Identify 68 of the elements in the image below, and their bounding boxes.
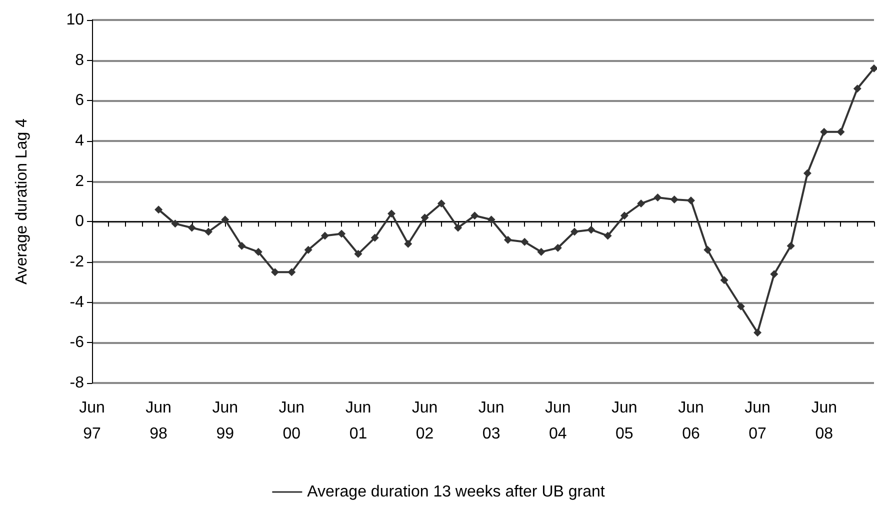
y-tick-label: 4 — [75, 132, 84, 150]
point — [487, 216, 496, 224]
point — [470, 212, 479, 220]
point — [654, 193, 662, 202]
point — [338, 230, 346, 238]
point — [454, 224, 462, 232]
point — [404, 240, 412, 248]
point — [271, 268, 280, 276]
legend-label: Average duration 13 weeks after UB grant — [307, 484, 606, 500]
y-tick-label: 8 — [75, 52, 84, 69]
y-tick-label: 10 — [66, 12, 84, 28]
point — [720, 276, 728, 284]
x-tick-label: Jun 04 — [544, 400, 571, 442]
point — [786, 242, 795, 250]
y-tick-label: 6 — [75, 92, 84, 110]
point — [437, 200, 446, 208]
point — [554, 244, 562, 252]
point — [736, 302, 745, 310]
point — [704, 246, 712, 254]
point — [770, 270, 778, 278]
point — [820, 128, 828, 136]
point — [604, 232, 612, 240]
point — [520, 238, 529, 246]
y-tick-label: 2 — [75, 172, 84, 190]
point — [754, 328, 762, 337]
x-tick-label: Jun 07 — [744, 400, 770, 442]
y-tick-label: -2 — [70, 254, 84, 270]
point — [254, 248, 262, 256]
y-tick-label: -4 — [70, 294, 84, 311]
point — [570, 228, 579, 236]
point — [320, 232, 329, 240]
point — [420, 214, 429, 222]
x-tick-label: Jun 01 — [345, 400, 372, 442]
point — [221, 216, 230, 224]
point — [188, 224, 196, 232]
point — [620, 212, 628, 220]
x-tick-label: Jun 97 — [79, 400, 105, 442]
point — [288, 268, 296, 276]
y-axis-title: Average duration Lag 4 — [14, 118, 30, 285]
point — [171, 220, 180, 228]
point — [304, 246, 312, 254]
point — [537, 248, 546, 256]
point — [853, 84, 862, 93]
x-tick-label: Jun 08 — [811, 400, 837, 442]
x-tick-label: Jun 02 — [412, 400, 438, 442]
point — [637, 200, 646, 208]
x-tick-label: Jun 98 — [146, 400, 172, 442]
x-tick-label: Jun 06 — [678, 400, 704, 442]
x-tick-label: Jun 03 — [478, 400, 504, 442]
point — [587, 226, 596, 234]
point — [238, 242, 246, 250]
point — [370, 234, 379, 242]
point — [154, 206, 163, 214]
y-tick-label: -8 — [70, 374, 84, 392]
x-tick-label: Jun 00 — [278, 400, 305, 442]
point — [836, 128, 845, 136]
x-tick-label: Jun 05 — [612, 400, 638, 442]
x-tick-label: Jun 99 — [212, 400, 238, 442]
point — [204, 228, 212, 236]
point — [387, 210, 396, 218]
point — [670, 195, 678, 204]
y-tick-label: 0 — [75, 213, 84, 230]
point — [354, 250, 362, 258]
point — [803, 169, 812, 178]
point — [504, 236, 512, 244]
y-tick-label: -6 — [70, 334, 84, 352]
point — [870, 64, 877, 72]
point — [686, 196, 695, 204]
